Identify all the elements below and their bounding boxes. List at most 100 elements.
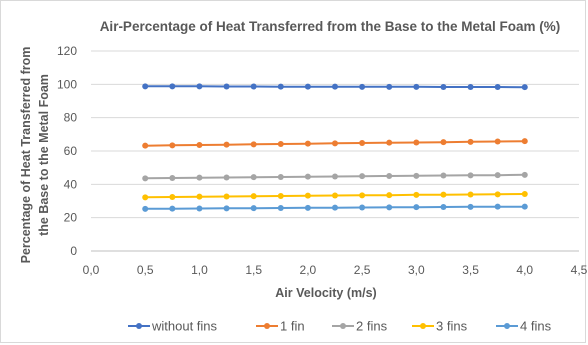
legend: without fins 1 fin 2 fins 3 fins 4 fins [128, 319, 552, 334]
data-point [196, 193, 203, 200]
data-point [467, 203, 474, 210]
data-point [359, 192, 366, 199]
legend-item: 4 fins [496, 319, 552, 334]
data-point [169, 194, 176, 200]
chart-title: Air-Percentage of Heat Transferred from … [100, 19, 561, 34]
data-point [250, 83, 257, 90]
data-point [304, 83, 311, 90]
legend-label: 1 fin [280, 319, 305, 334]
x-tick-label: 1,5 [245, 263, 262, 277]
data-point [169, 205, 176, 212]
legend-item: without fins [128, 319, 218, 334]
data-point [304, 192, 311, 199]
data-point [440, 84, 447, 90]
data-point [467, 191, 474, 198]
data-point [223, 174, 230, 181]
data-point [332, 173, 338, 180]
data-point [440, 191, 447, 198]
data-point [169, 175, 176, 181]
legend-label: without fins [151, 319, 218, 334]
y-tick-labels: 0 20 40 60 80 100 120 [57, 44, 77, 258]
data-point [332, 83, 338, 90]
gridlines [91, 50, 579, 252]
data-point [304, 173, 311, 180]
data-point [359, 173, 366, 180]
data-point [196, 83, 203, 90]
y-axis-label-line1: Percentage of Heat Transferred from [19, 47, 33, 264]
data-point [142, 205, 149, 212]
y-tick-label: 40 [64, 177, 78, 191]
series-1 [142, 138, 528, 149]
x-tick-label: 0,0 [83, 263, 100, 277]
data-point [250, 193, 257, 200]
data-point [250, 205, 257, 212]
series-0 [142, 83, 528, 91]
data-point [169, 83, 176, 90]
data-point [521, 191, 528, 197]
data-point [277, 205, 284, 211]
legend-item: 3 fins [412, 319, 468, 334]
x-axis-label: Air Velocity (m/s) [275, 286, 376, 300]
data-point [359, 204, 366, 211]
data-point [386, 192, 393, 199]
y-tick-label: 20 [64, 211, 78, 225]
series-4 [142, 203, 528, 212]
x-tick-label: 2,0 [300, 263, 317, 277]
data-point [440, 204, 447, 210]
x-tick-label: 2,5 [354, 263, 371, 277]
data-point [386, 173, 393, 179]
y-tick-label: 0 [70, 244, 77, 258]
x-tick-labels: 0,0 0,5 1,0 1,5 2,0 2,5 3,0 3,5 4,0 4,5 [83, 263, 588, 277]
data-point [494, 191, 501, 198]
data-point [467, 84, 474, 90]
data-point [521, 171, 528, 178]
data-point [440, 172, 447, 179]
data-point [304, 204, 311, 211]
data-point [223, 193, 230, 200]
x-tick-label: 1,0 [191, 263, 208, 277]
data-point [142, 194, 149, 201]
x-tick-label: 4,5 [571, 263, 588, 277]
data-point [196, 205, 203, 212]
data-point [521, 84, 528, 91]
y-tick-label: 100 [57, 77, 77, 91]
data-point [359, 140, 366, 146]
data-point [196, 174, 203, 181]
data-point [467, 138, 474, 145]
y-tick-label: 60 [64, 144, 78, 158]
y-axis-label-line2: the Base to the Metal Foam [37, 74, 51, 236]
legend-label: 4 fins [520, 319, 552, 334]
y-tick-label: 120 [57, 44, 77, 58]
data-point [332, 140, 338, 147]
data-point [304, 140, 311, 147]
data-point [386, 204, 393, 211]
data-point [359, 83, 366, 90]
data-point [440, 139, 447, 146]
data-point [494, 203, 501, 210]
data-point [277, 83, 284, 90]
data-point [413, 191, 420, 198]
legend-swatch-marker [340, 323, 346, 329]
data-point [196, 142, 203, 148]
data-point [467, 172, 474, 179]
y-tick-label: 80 [64, 111, 78, 125]
legend-item: 1 fin [256, 319, 305, 334]
data-point [277, 174, 284, 180]
legend-item: 2 fins [332, 319, 388, 334]
data-point [332, 192, 338, 199]
data-point [413, 172, 420, 179]
data-point [494, 84, 501, 90]
data-point [142, 142, 149, 149]
series-2 [142, 171, 528, 182]
data-point [386, 83, 393, 90]
data-point [223, 141, 230, 148]
x-tick-label: 3,5 [462, 263, 479, 277]
data-point [494, 172, 501, 179]
data-point [277, 193, 284, 199]
x-tick-label: 4,0 [516, 263, 533, 277]
legend-label: 3 fins [436, 319, 468, 334]
data-point [413, 83, 420, 90]
data-point [413, 204, 420, 211]
data-point [521, 138, 528, 145]
